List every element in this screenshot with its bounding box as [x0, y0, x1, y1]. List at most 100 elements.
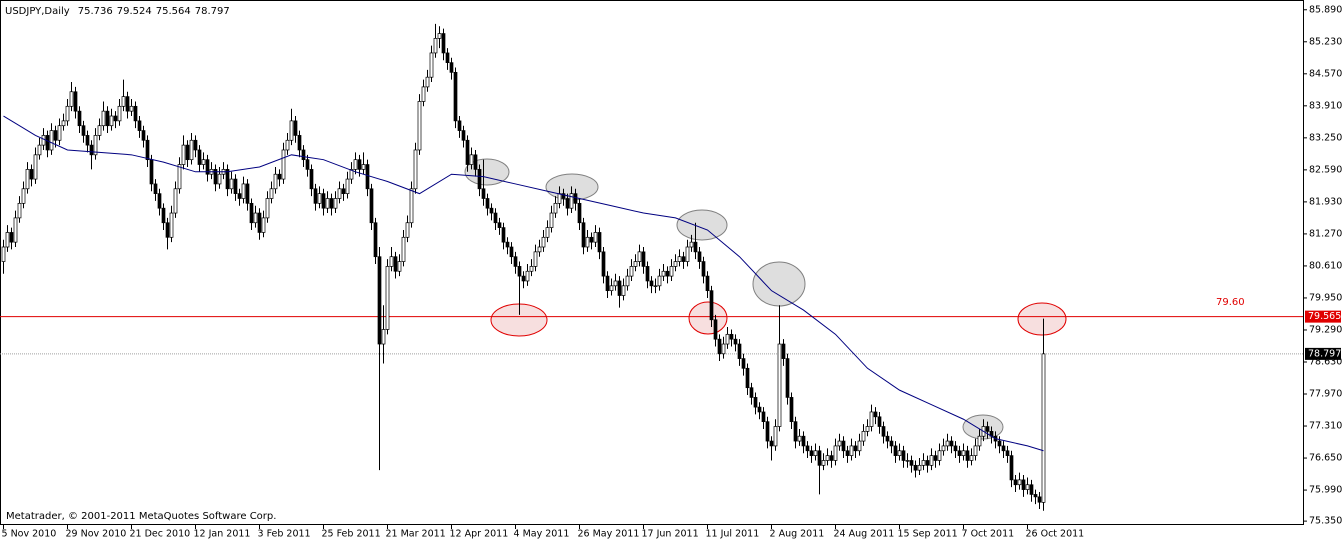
candle-body: [97, 125, 102, 136]
candle-body: [545, 227, 550, 238]
candle-body: [625, 275, 630, 287]
candle-body: [1029, 484, 1034, 495]
candle-body: [805, 445, 810, 452]
candle-body: [249, 202, 254, 224]
candle-body: [213, 169, 218, 185]
candle-body: [377, 256, 382, 345]
x-tick-label: 2 Aug 2011: [770, 529, 825, 540]
candle-body: [549, 212, 554, 228]
x-tick-label: 12 Jan 2011: [194, 529, 251, 540]
candle-body: [101, 110, 106, 127]
candle-body: [365, 164, 370, 190]
candle-body: [57, 125, 62, 141]
candle-body: [441, 33, 446, 54]
candle-body: [501, 227, 506, 243]
candle-body: [857, 440, 862, 452]
candle-body: [281, 149, 286, 180]
candle-body: [449, 62, 454, 73]
candle-body: [417, 101, 422, 151]
candle-body: [909, 460, 914, 466]
candle-body: [89, 144, 94, 156]
candle-body: [941, 445, 946, 452]
candle-body: [389, 256, 394, 267]
y-tick-label: 76.650: [1309, 453, 1342, 464]
candle-body: [165, 222, 170, 238]
candle-body: [869, 411, 874, 427]
candle-body: [701, 261, 706, 277]
candle-body: [693, 241, 698, 253]
y-tick-label: 79.950: [1309, 292, 1342, 303]
ellipse: [688, 301, 728, 335]
x-tick-label: 11 Jul 2011: [706, 529, 760, 540]
candle-body: [329, 198, 334, 209]
candle-body: [17, 202, 22, 219]
candle-body: [617, 280, 622, 296]
candle-body: [25, 169, 30, 190]
candle-body: [457, 120, 462, 131]
candle-body: [977, 435, 982, 447]
candle-body: [721, 343, 726, 355]
candle-body: [821, 460, 826, 466]
candle-body: [269, 188, 274, 199]
candle-body: [277, 173, 282, 180]
candle-body: [969, 455, 974, 461]
candle-body: [901, 450, 906, 461]
candle-body: [877, 416, 882, 427]
y-tick-label: 84.570: [1309, 68, 1342, 79]
candle-body: [289, 120, 294, 141]
candle-body: [853, 445, 858, 452]
candle-body: [1021, 479, 1026, 490]
candle-body: [473, 154, 478, 170]
x-tick-label: 29 Nov 2010: [66, 529, 127, 540]
candle-body: [881, 426, 886, 437]
candle-body: [861, 431, 866, 442]
candle-body: [437, 33, 442, 39]
candle-body: [541, 236, 546, 248]
candle-body: [381, 329, 386, 345]
candle-body: [641, 251, 646, 267]
y-tick-label: 79.290: [1309, 324, 1342, 335]
candle-body: [565, 198, 570, 209]
candle-body: [117, 105, 122, 122]
candle-body: [369, 188, 374, 224]
candle-body: [649, 280, 654, 287]
candle-body: [825, 455, 830, 461]
candle-body: [145, 139, 150, 161]
chart-header: USDJPY,Daily 75.736 79.524 75.564 78.797: [5, 6, 230, 17]
candle-body: [961, 450, 966, 456]
candle-body: [633, 261, 638, 267]
candle-body: [1013, 479, 1018, 486]
candle-body: [873, 411, 878, 418]
y-tick-label: 78.630: [1309, 356, 1342, 367]
candle-body: [29, 169, 34, 180]
x-tick-label: 12 Apr 2011: [450, 529, 509, 540]
candle-body: [609, 285, 614, 292]
candle-body: [173, 188, 178, 214]
bid-label: 78.797: [1308, 348, 1341, 359]
x-tick-label: 21 Dec 2010: [130, 529, 191, 540]
x-tick-label: 26 May 2011: [578, 529, 640, 540]
candle-body: [425, 76, 430, 88]
candle-body: [297, 135, 302, 151]
candle-body: [305, 159, 310, 170]
candle-body: [1, 246, 6, 262]
candle-body: [285, 139, 290, 151]
candle-body: [229, 178, 234, 190]
candle-body: [361, 164, 366, 170]
candle-body: [629, 266, 634, 277]
candle-body: [601, 251, 606, 277]
candle-body: [773, 426, 778, 447]
candle-body: [1001, 445, 1006, 452]
candle-body: [801, 435, 806, 447]
candle-body: [265, 198, 270, 219]
candle-body: [809, 450, 814, 456]
x-tick-label: 21 Mar 2011: [386, 529, 446, 540]
candle-body: [637, 251, 642, 262]
y-tick-label: 83.910: [1309, 100, 1342, 111]
candle-body: [81, 125, 86, 136]
candle-body: [593, 232, 598, 243]
x-tick-label: 26 Oct 2011: [1026, 529, 1085, 540]
candle-body: [201, 159, 206, 165]
candle-body: [717, 338, 722, 355]
candle-body: [521, 275, 526, 282]
